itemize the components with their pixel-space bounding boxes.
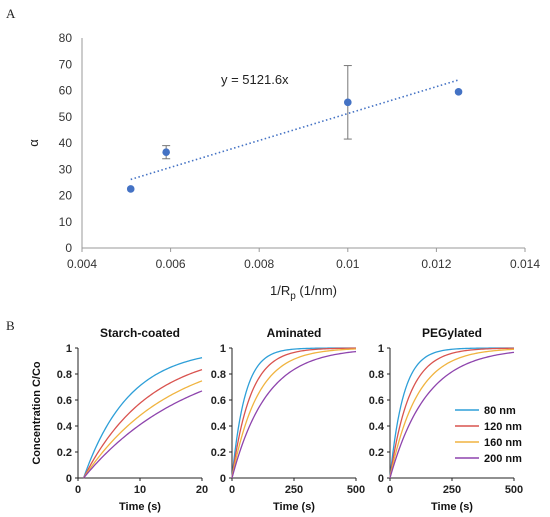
x-tick-label: 20 xyxy=(196,484,208,496)
x-axis-label: Time (s) xyxy=(431,501,473,513)
y-tick-label: 0 xyxy=(66,473,72,485)
x-tick-label: 500 xyxy=(505,484,523,496)
x-axis-label: Time (s) xyxy=(119,501,161,513)
x-tick-label: 0.008 xyxy=(244,257,274,271)
curve-160-nm xyxy=(231,348,357,479)
x-tick-label: 10 xyxy=(134,484,146,496)
panel-b-chart: Concentration C/Co Starch-coated 0 0.2 0.4 0.… xyxy=(31,326,523,513)
curve-200-nm xyxy=(83,390,203,479)
trendline-equation: y = 5121.6x xyxy=(221,72,289,87)
y-tick-label: 0.6 xyxy=(369,395,384,407)
x-tick-label: 250 xyxy=(443,484,461,496)
curve-160-nm xyxy=(389,348,515,479)
curve-80-nm xyxy=(82,357,203,479)
curve-160-nm xyxy=(83,380,203,479)
y-tick-label: 0.4 xyxy=(369,421,385,433)
x-tick-label: 0 xyxy=(75,484,81,496)
trendline xyxy=(130,79,459,181)
legend-label: 160 nm xyxy=(484,437,522,449)
legend-label: 200 nm xyxy=(484,453,522,465)
y-tick-label: 0.8 xyxy=(57,369,72,381)
y-tick-label: 0.2 xyxy=(211,447,226,459)
y-tick-label: 1 xyxy=(378,343,384,355)
data-point xyxy=(454,88,463,96)
x-tick-label: 0.01 xyxy=(336,257,360,271)
x-tick-label: 0 xyxy=(387,484,393,496)
y-tick-label: 60 xyxy=(59,84,73,98)
y-tick-label: 80 xyxy=(59,31,73,45)
curve-80-nm xyxy=(231,347,356,479)
y-tick-label: 20 xyxy=(59,189,73,203)
legend: 80 nm 120 nm 160 nm 200 nm xyxy=(455,405,522,465)
curve-200-nm xyxy=(389,351,515,479)
panel-a-letter: A xyxy=(6,6,16,21)
y-tick-label: 50 xyxy=(59,110,73,124)
y-tick-label: 0.2 xyxy=(369,447,384,459)
y-tick-label: 0.4 xyxy=(211,421,227,433)
legend-label: 80 nm xyxy=(484,405,516,417)
y-axis-label: α xyxy=(26,139,41,147)
panel-a-chart: 0 10 20 30 40 50 60 70 80 0.004 0.006 0.008 0.01 0.01… xyxy=(26,31,540,302)
y-tick-label: 0.8 xyxy=(211,369,226,381)
curve-120-nm xyxy=(83,368,203,479)
x-axis-label: 1/Rp (1/nm) xyxy=(270,283,337,302)
y-tick-label: 70 xyxy=(59,57,73,71)
panel-b-letter: B xyxy=(6,318,15,333)
data-point xyxy=(126,185,135,193)
y-tick-label: 1 xyxy=(220,343,226,355)
y-axis-label: Concentration C/Co xyxy=(31,361,43,465)
y-tick-label: 0.4 xyxy=(57,421,73,433)
x-tick-label: 250 xyxy=(285,484,303,496)
curve-120-nm xyxy=(389,347,515,479)
curve-120-nm xyxy=(231,347,357,479)
subplot-aminated: Aminated 0 0.2 0.4 0.6 0.8 1 0 250 500 Time (s) xyxy=(211,326,365,513)
y-tick-label: 1 xyxy=(66,343,72,355)
subplot-title: Starch-coated xyxy=(100,326,180,340)
subplot-title: Aminated xyxy=(267,326,322,340)
x-tick-label: 0.004 xyxy=(67,257,97,271)
y-tick-label: 0.8 xyxy=(369,369,384,381)
y-tick-label: 0.6 xyxy=(211,395,226,407)
x-axis-label: Time (s) xyxy=(273,501,315,513)
data-point xyxy=(344,98,352,107)
y-tick-label: 0 xyxy=(220,473,226,485)
y-tick-label: 10 xyxy=(59,215,73,229)
y-tick-label: 0.6 xyxy=(57,395,72,407)
y-tick-label: 0 xyxy=(65,241,72,255)
legend-label: 120 nm xyxy=(484,421,522,433)
y-tick-label: 0 xyxy=(378,473,384,485)
y-tick-label: 30 xyxy=(59,162,73,176)
y-tick-label: 0.2 xyxy=(57,447,72,459)
subplot-pegylated: PEGylated 0 0.2 0.4 0.6 0.8 1 0 250 500 Time (s) xyxy=(369,326,523,513)
x-tick-label: 500 xyxy=(347,484,365,496)
x-tick-label: 0.014 xyxy=(510,257,540,271)
x-tick-label: 0.012 xyxy=(421,257,451,271)
x-tick-label: 0 xyxy=(229,484,235,496)
x-tick-label: 0.006 xyxy=(156,257,186,271)
data-point xyxy=(162,148,170,156)
curve-200-nm xyxy=(231,350,357,479)
y-tick-label: 40 xyxy=(59,136,73,150)
subplot-title: PEGylated xyxy=(422,326,482,340)
